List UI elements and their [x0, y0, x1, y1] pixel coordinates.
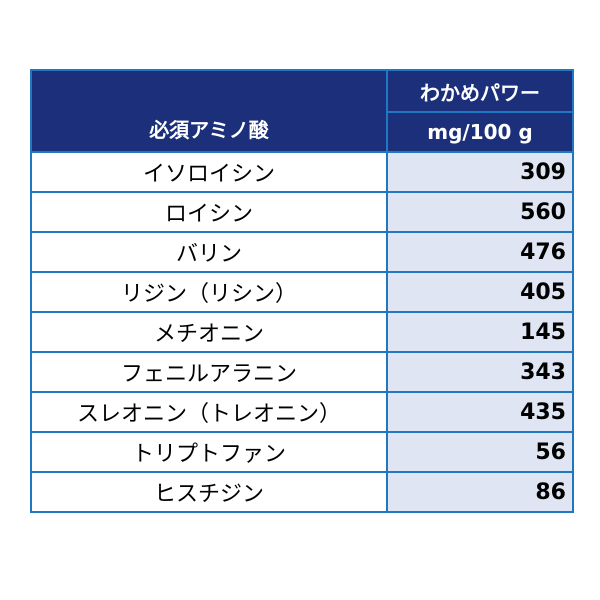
amino-acid-value-cell: 309	[386, 151, 574, 193]
amino-acid-name-cell: リジン（リシン）	[30, 271, 388, 313]
amino-acid-name-cell: イソロイシン	[30, 151, 388, 193]
table-row: ロイシン 560	[30, 191, 574, 233]
table-row: バリン 476	[30, 231, 574, 273]
unit-header-cell: mg/100 g	[386, 111, 574, 153]
table-row: リジン（リシン） 405	[30, 271, 574, 313]
table-body: イソロイシン 309 ロイシン 560 バリン 476 リジン（リシン） 405 メチオニン 14…	[30, 151, 574, 513]
amino-acid-name-cell: ヒスチジン	[30, 471, 388, 513]
amino-acid-name-cell: ロイシン	[30, 191, 388, 233]
table-header: 必須アミノ酸 わかめパワー mg/100 g	[30, 69, 574, 153]
amino-acid-name-cell: スレオニン（トレオニン）	[30, 391, 388, 433]
table-row: トリプトファン 56	[30, 431, 574, 473]
amino-acid-value-cell: 476	[386, 231, 574, 273]
amino-acid-value-cell: 56	[386, 431, 574, 473]
amino-acid-table: 必須アミノ酸 わかめパワー mg/100 g イソロイシン 309 ロイシン 560 バ…	[30, 69, 574, 513]
table-row: スレオニン（トレオニン） 435	[30, 391, 574, 433]
amino-acid-name-cell: バリン	[30, 231, 388, 273]
amino-acid-name-cell: メチオニン	[30, 311, 388, 353]
amino-acid-value-cell: 405	[386, 271, 574, 313]
amino-acid-value-cell: 560	[386, 191, 574, 233]
amino-acid-value-cell: 435	[386, 391, 574, 433]
amino-acid-name-cell: トリプトファン	[30, 431, 388, 473]
table-row: フェニルアラニン 343	[30, 351, 574, 393]
table-row: ヒスチジン 86	[30, 471, 574, 513]
table-row: イソロイシン 309	[30, 151, 574, 193]
amino-acid-value-cell: 145	[386, 311, 574, 353]
amino-acid-name-cell: フェニルアラニン	[30, 351, 388, 393]
amino-acid-value-cell: 343	[386, 351, 574, 393]
amino-acid-table-container: 必須アミノ酸 わかめパワー mg/100 g イソロイシン 309 ロイシン 560 バ…	[30, 69, 574, 513]
column-header-cell: わかめパワー	[386, 69, 574, 113]
row-header-cell: 必須アミノ酸	[30, 69, 388, 153]
table-row: メチオニン 145	[30, 311, 574, 353]
amino-acid-value-cell: 86	[386, 471, 574, 513]
